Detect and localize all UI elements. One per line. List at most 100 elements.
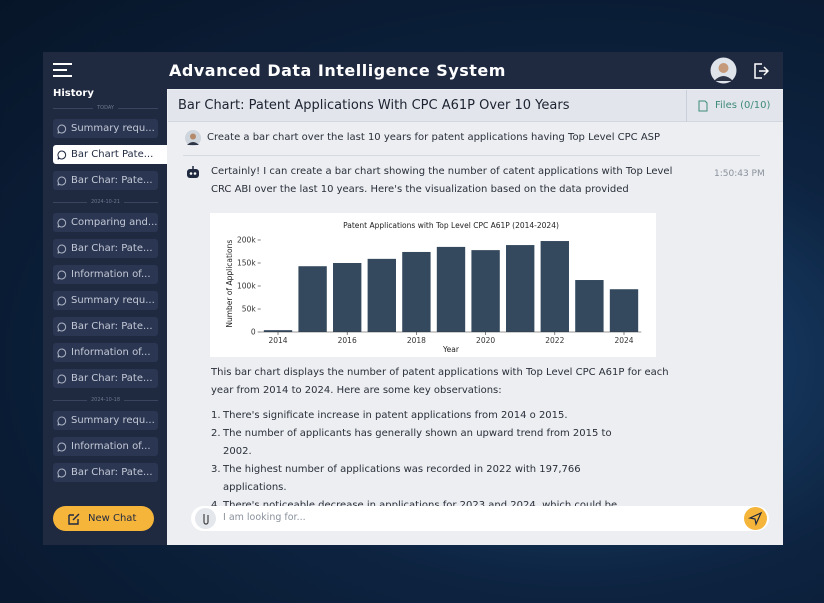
history-item-label: Summary requ... (71, 415, 155, 426)
y-tick-label: 100k (237, 282, 256, 291)
input-placeholder: I am looking for... (223, 512, 306, 523)
observation-text: There's significate increase in patent a… (223, 410, 568, 421)
history-item[interactable]: Comparing and... (53, 213, 158, 232)
y-axis-label: Number of Applications (225, 240, 234, 328)
chat-icon (57, 348, 67, 358)
y-tick-label: 50k (242, 305, 257, 314)
menu-icon[interactable] (53, 62, 73, 78)
bar (609, 289, 639, 332)
summary-line: year from 2014 to 2024. Here are some ke… (211, 385, 502, 396)
history-item-label: Bar Char: Pate... (71, 243, 153, 254)
chat-icon (57, 150, 67, 160)
new-chat-label: New Chat (88, 513, 137, 524)
logout-icon[interactable] (753, 63, 769, 79)
chat-icon (57, 296, 67, 306)
date-separator: 2024-10-18 (53, 397, 158, 406)
bar (506, 245, 535, 332)
bot-icon (187, 166, 199, 178)
bar (402, 251, 431, 332)
history-item-label: Summary requ... (71, 123, 155, 134)
chat-icon (57, 176, 67, 186)
bar (575, 280, 604, 332)
history-item-label: Summary requ... (71, 295, 155, 306)
history-item-label: Bar Char: Pate... (71, 175, 153, 186)
files-button[interactable]: Files (0/10) (686, 90, 783, 122)
x-tick-label: 2022 (545, 336, 564, 345)
bar-chart: Patent Applications with Top Level CPC A… (210, 213, 656, 357)
bot-intro-line: CRC ABI over the last 10 years. Here's t… (211, 184, 629, 195)
history-item-label: Bar Char: Pate... (71, 467, 153, 478)
chat-icon (57, 442, 67, 452)
x-tick-label: 2016 (338, 336, 357, 345)
observation-text: The highest number of applications was r… (223, 464, 581, 493)
history-item-label: Comparing and... (71, 217, 158, 228)
chat-title-bar: Bar Chart: Patent Applications With CPC … (168, 90, 783, 122)
history-item[interactable]: Bar Char: Pate... (53, 171, 158, 190)
history-item[interactable]: Summary requ... (53, 119, 158, 138)
bar (367, 258, 396, 332)
history-item[interactable]: Information of... (53, 343, 158, 362)
chat-icon (57, 270, 67, 280)
observation-number: 2. (211, 428, 221, 439)
files-icon (698, 100, 708, 112)
date-label: 2024-10-18 (86, 397, 125, 403)
history-item[interactable]: Information of... (53, 437, 158, 456)
history-item[interactable]: Summary requ... (53, 411, 158, 430)
bar (540, 241, 569, 332)
user-avatar[interactable] (710, 57, 737, 84)
history-item-label: Information of... (71, 269, 151, 280)
observation-number: 1. (211, 410, 221, 421)
observation: 3. The highest number of applications was… (211, 461, 631, 497)
chart-title: Patent Applications with Top Level CPC A… (343, 221, 559, 230)
send-button[interactable] (744, 507, 767, 530)
history-label: History (53, 88, 94, 99)
history-item-label: Bar Char: Pate... (71, 321, 153, 332)
chat-icon (57, 218, 67, 228)
history-item[interactable]: Bar Char: Pate... (53, 239, 158, 258)
observation-text: The number of applicants has generally s… (223, 428, 612, 457)
app-window: History New Chat TODAY Summary requ... Bar… (43, 52, 783, 545)
date-label: 2024-10-21 (86, 199, 125, 205)
observation-number: 3. (211, 464, 221, 475)
new-chat-button[interactable]: New Chat (53, 506, 154, 531)
header: Advanced Data Intelligence System (167, 52, 783, 89)
chat-title: Bar Chart: Patent Applications With CPC … (178, 98, 570, 113)
bar (471, 250, 500, 332)
history-item[interactable]: Bar Char: Pate... (53, 369, 158, 388)
files-label: Files (0/10) (715, 100, 771, 111)
date-label: TODAY (93, 105, 118, 111)
date-separator: 2024-10-21 (53, 199, 158, 208)
observation-number: 4. (211, 497, 223, 533)
x-tick-label: 2020 (476, 336, 495, 345)
bar (263, 330, 293, 332)
x-tick-label: 2014 (268, 336, 287, 345)
edit-icon (68, 513, 80, 525)
bar (298, 266, 327, 332)
history-item-label: Bar Chart Pate... (71, 149, 154, 160)
chat-icon (57, 244, 67, 254)
summary-line: This bar chart displays the number of pa… (211, 367, 669, 378)
y-tick-label: 200k (237, 236, 256, 245)
x-tick-label: 2024 (614, 336, 633, 345)
bar (333, 263, 362, 332)
user-message: Create a bar chart over the last 10 year… (207, 132, 661, 143)
user-avatar-small (185, 130, 201, 146)
date-separator: TODAY (53, 105, 158, 114)
history-item[interactable]: Summary requ... (53, 291, 158, 310)
timestamp: 1:50:43 PM (714, 169, 765, 179)
chat-input[interactable]: I am looking for... (191, 506, 769, 531)
chat-icon (57, 416, 67, 426)
attach-button[interactable] (195, 508, 216, 529)
bar (436, 246, 466, 332)
history-item[interactable]: Bar Chart Pate... (53, 145, 167, 164)
history-item-label: Information of... (71, 347, 151, 358)
sidebar: History New Chat TODAY Summary requ... Bar… (43, 52, 167, 545)
y-tick-label: 0 (251, 328, 256, 337)
chat-icon (57, 468, 67, 478)
history-item[interactable]: Bar Char: Pate... (53, 463, 158, 482)
history-item[interactable]: Information of... (53, 265, 158, 284)
observation: 2. The number of applicants has generally… (211, 425, 631, 461)
history-item[interactable]: Bar Char: Pate... (53, 317, 158, 336)
divider (183, 155, 760, 156)
